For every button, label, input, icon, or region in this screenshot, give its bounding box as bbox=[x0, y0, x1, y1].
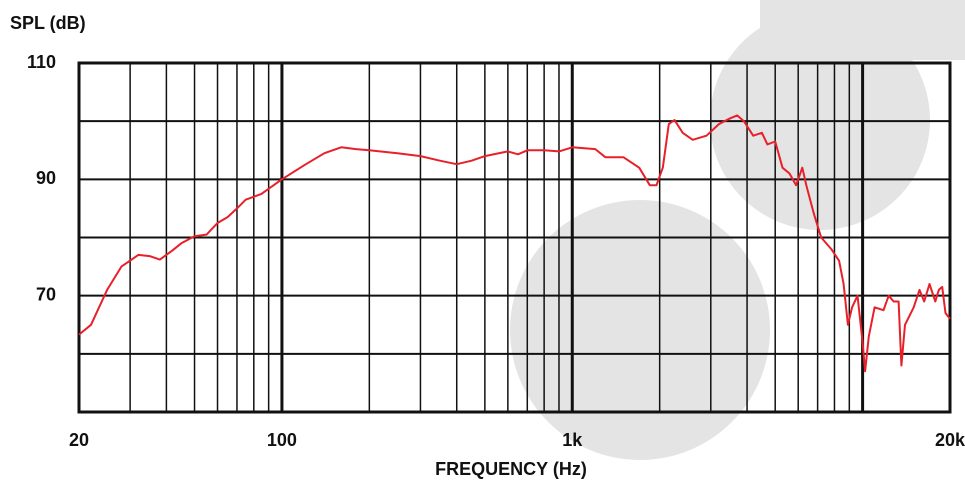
y-tick-label: 70 bbox=[36, 284, 56, 304]
plot-frame bbox=[77, 61, 952, 414]
watermark bbox=[510, 0, 965, 460]
x-tick-label: 20k bbox=[935, 430, 965, 450]
y-tick-label: 90 bbox=[36, 168, 56, 188]
y-axis-label: SPL (dB) bbox=[10, 13, 86, 33]
x-tick-label: 100 bbox=[267, 430, 297, 450]
x-tick-label: 20 bbox=[69, 430, 89, 450]
y-tick-label: 110 bbox=[27, 52, 56, 72]
x-axis-label: FREQUENCY (Hz) bbox=[435, 459, 587, 479]
response-line bbox=[78, 114, 951, 373]
x-tick-label: 1k bbox=[562, 430, 583, 450]
